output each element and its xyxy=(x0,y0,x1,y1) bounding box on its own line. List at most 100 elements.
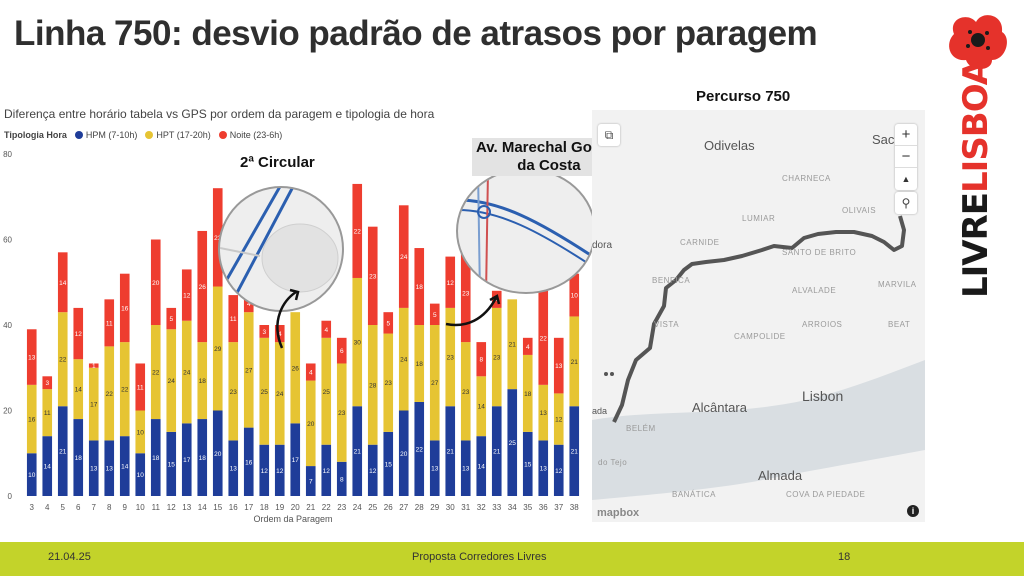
bar-segment xyxy=(181,320,192,424)
x-tick-label: 36 xyxy=(539,503,548,512)
map-label-carnide: CARNIDE xyxy=(680,238,720,247)
bar-segment xyxy=(367,226,378,325)
x-tick-label: 34 xyxy=(508,503,517,512)
bar-segment xyxy=(26,329,37,385)
bar-segment xyxy=(166,307,177,330)
bar-segment xyxy=(476,436,487,496)
data-label: 14 xyxy=(121,464,129,471)
legend-title: Tipologia Hora xyxy=(4,130,67,140)
x-tick-label: 22 xyxy=(322,503,331,512)
bar-segment xyxy=(429,440,440,496)
zoom-out-button[interactable]: − xyxy=(895,146,917,168)
map-label-ada: ada xyxy=(592,406,608,416)
data-label: 10 xyxy=(571,293,579,300)
bar-segment xyxy=(42,389,53,437)
bar-segment xyxy=(135,410,146,454)
x-tick-label: 30 xyxy=(446,503,455,512)
bar-segment xyxy=(305,466,316,496)
data-label: 20 xyxy=(307,421,315,428)
data-label: 12 xyxy=(75,331,83,338)
map-layers-button[interactable]: ⧉ xyxy=(598,124,620,146)
x-tick-label: 32 xyxy=(477,503,486,512)
compass-button[interactable]: ▲ xyxy=(901,174,911,184)
data-label: 16 xyxy=(245,459,253,466)
data-label: 25 xyxy=(261,389,269,396)
data-label: 11 xyxy=(230,316,237,323)
data-label: 15 xyxy=(524,461,532,468)
data-label: 29 xyxy=(214,346,222,353)
data-label: 20 xyxy=(400,451,408,458)
data-label: 18 xyxy=(199,455,207,462)
bar-segment xyxy=(553,337,564,394)
data-label: 13 xyxy=(555,363,563,370)
data-label: 15 xyxy=(168,461,176,468)
legend-swatch-hpt xyxy=(145,131,154,139)
map-label-odivelas: Odivelas xyxy=(704,138,755,153)
map-label-olivais: OLIVAIS xyxy=(842,206,877,215)
y-tick-label: 40 xyxy=(3,321,12,330)
data-label: 20 xyxy=(152,280,160,287)
logo-word-livre: LIVRE xyxy=(956,192,996,299)
data-label: 16 xyxy=(28,417,36,424)
route-map[interactable]: Odivelas Sacav CHARNECA CARNIDE LUMIAR O… xyxy=(592,110,925,522)
chart-legend: Tipologia Hora HPM (7-10h) HPT (17-20h) … xyxy=(4,130,282,140)
info-icon[interactable]: i xyxy=(907,505,919,517)
data-label: 14 xyxy=(75,387,83,394)
bar-segment xyxy=(57,406,68,496)
footer-date: 21.04.25 xyxy=(48,551,91,563)
data-label: 24 xyxy=(276,391,284,398)
data-label: 5 xyxy=(169,316,173,323)
x-tick-label: 10 xyxy=(136,503,145,512)
bar-segment xyxy=(507,389,518,496)
legend-item-hpm: HPM (7-10h) xyxy=(74,130,138,140)
map-label-santo-brito: SANTO DE BRITO xyxy=(782,248,857,257)
bar-segment xyxy=(538,384,549,441)
x-axis-label: Ordem da Paragem xyxy=(253,514,332,524)
data-label: 23 xyxy=(214,235,222,242)
legend-label-hpt: HPT (17-20h) xyxy=(156,130,211,140)
data-label: 14 xyxy=(44,464,52,471)
x-tick-label: 18 xyxy=(260,503,269,512)
map-label-beato: BEAT xyxy=(888,320,911,329)
bar-segment xyxy=(119,273,130,343)
map-label-almada: Almada xyxy=(758,468,803,483)
x-tick-label: 35 xyxy=(523,503,532,512)
legend-label-hpm: HPM (7-10h) xyxy=(85,130,138,140)
map-label-campolide: CAMPOLIDE xyxy=(734,332,786,341)
data-label: 22 xyxy=(106,391,114,398)
bar-segment xyxy=(181,423,192,496)
x-tick-label: 28 xyxy=(415,503,424,512)
data-label: 23 xyxy=(493,355,501,362)
bar-segment xyxy=(522,431,533,496)
bar-segment xyxy=(414,325,425,402)
x-tick-label: 27 xyxy=(399,503,408,512)
data-label: 10 xyxy=(137,429,145,436)
data-label: 13 xyxy=(462,466,470,473)
map-label-tejo: do Tejo xyxy=(598,458,628,467)
data-label: 23 xyxy=(338,410,346,417)
y-tick-label: 80 xyxy=(3,150,12,159)
bar-segment xyxy=(166,431,177,496)
x-tick-label: 4 xyxy=(45,503,50,512)
map-label-vista: VISTA xyxy=(654,320,680,329)
data-label: 16 xyxy=(121,305,129,312)
data-label: 11 xyxy=(44,410,51,417)
bar-segment xyxy=(197,230,208,343)
data-label: 20 xyxy=(214,451,222,458)
x-tick-label: 12 xyxy=(167,503,176,512)
data-label: 8 xyxy=(479,357,483,364)
bar-segment xyxy=(569,316,580,407)
bar-segment xyxy=(522,354,533,432)
map-search-button[interactable]: ⚲ xyxy=(895,192,917,214)
bar-segment xyxy=(88,363,99,368)
data-label: 14 xyxy=(478,464,486,471)
data-label: 5 xyxy=(386,320,390,327)
data-label: 1 xyxy=(92,363,96,370)
bar-segment xyxy=(305,380,316,467)
data-label: 18 xyxy=(416,361,424,368)
bar-segment xyxy=(491,406,502,496)
tejo-river xyxy=(592,360,925,500)
data-label: 24 xyxy=(168,378,176,385)
zoom-in-button[interactable]: + xyxy=(895,124,917,146)
logo-word-lisboa: LISBOA xyxy=(956,59,996,193)
